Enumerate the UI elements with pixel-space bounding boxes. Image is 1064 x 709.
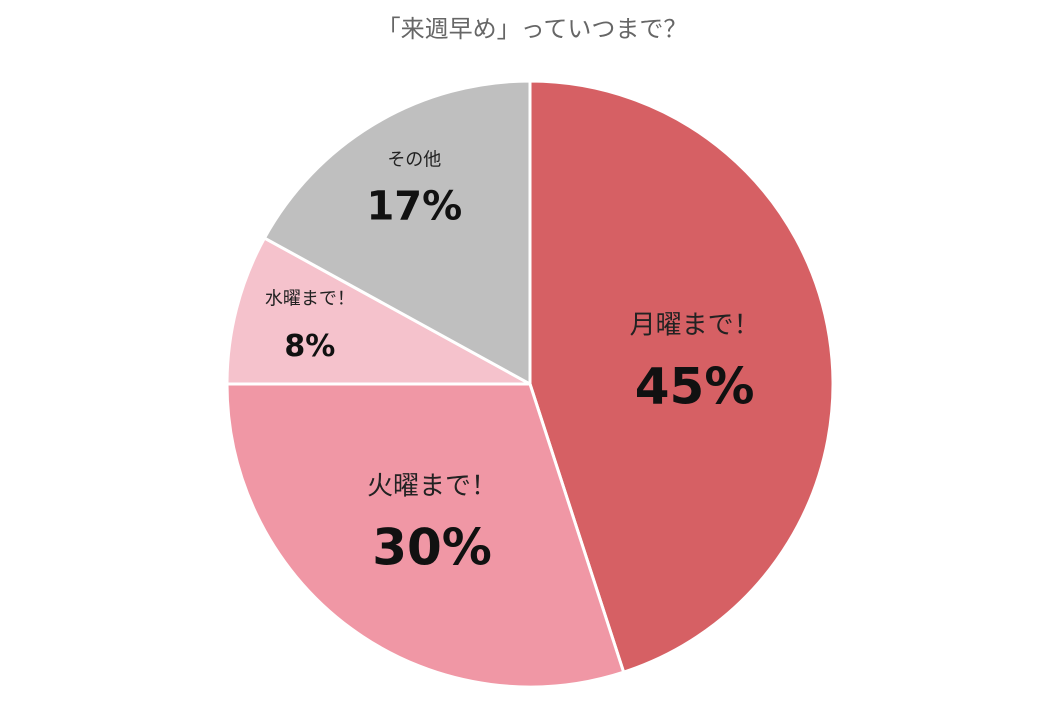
slice-category-label: 火曜まで！: [367, 471, 497, 501]
slice-value-label: 17%: [366, 183, 462, 229]
pie-slice: [225, 382, 626, 689]
slice-value-label: 45%: [635, 357, 755, 415]
slice-value-label: 30%: [372, 518, 492, 576]
slice-category-label: 月曜まで！: [630, 310, 760, 340]
slice-value-label: 8%: [284, 329, 335, 364]
chart-title: 「来週早め」っていつまで？: [377, 15, 688, 43]
pie-slice: [225, 235, 531, 386]
slice-category-label: その他: [387, 149, 441, 170]
slice-category-label: 水曜まで！: [265, 288, 355, 309]
pie-slice: [262, 79, 532, 387]
pie-slice: [528, 79, 835, 675]
